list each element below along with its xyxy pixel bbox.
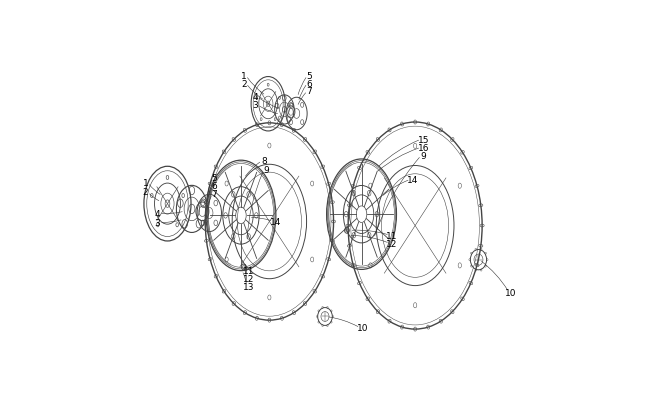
Text: 10: 10 [357,324,368,333]
Text: 5: 5 [307,72,313,81]
Text: 11: 11 [386,231,398,240]
Text: 4: 4 [252,93,258,102]
Text: 1: 1 [142,179,148,188]
Text: 12: 12 [243,274,254,283]
Text: 6: 6 [212,182,218,191]
Text: 3: 3 [252,101,258,110]
Text: 1: 1 [241,72,247,81]
Text: 4: 4 [154,209,160,218]
Text: 7: 7 [212,190,218,199]
Text: 14: 14 [407,175,419,184]
Text: 5: 5 [212,174,218,183]
Text: 6: 6 [307,79,313,88]
Text: 7: 7 [307,87,313,96]
Text: 15: 15 [417,135,429,144]
Text: 9: 9 [421,151,426,160]
Text: 10: 10 [505,288,517,297]
Text: 2: 2 [143,188,148,197]
Text: 13: 13 [243,282,254,291]
Text: 2: 2 [241,79,246,88]
Text: 12: 12 [386,239,398,248]
Text: 9: 9 [263,166,269,175]
Text: 16: 16 [417,143,429,152]
Text: 8: 8 [261,157,267,166]
Text: 11: 11 [243,266,254,275]
Text: 3: 3 [154,218,160,227]
Text: 14: 14 [270,217,281,226]
